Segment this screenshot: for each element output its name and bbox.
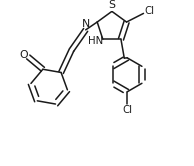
Text: N: N bbox=[82, 19, 90, 29]
Text: Cl: Cl bbox=[144, 6, 154, 16]
Text: HN: HN bbox=[88, 36, 104, 46]
Text: O: O bbox=[19, 50, 28, 60]
Text: Cl: Cl bbox=[122, 105, 132, 115]
Text: S: S bbox=[108, 0, 115, 10]
